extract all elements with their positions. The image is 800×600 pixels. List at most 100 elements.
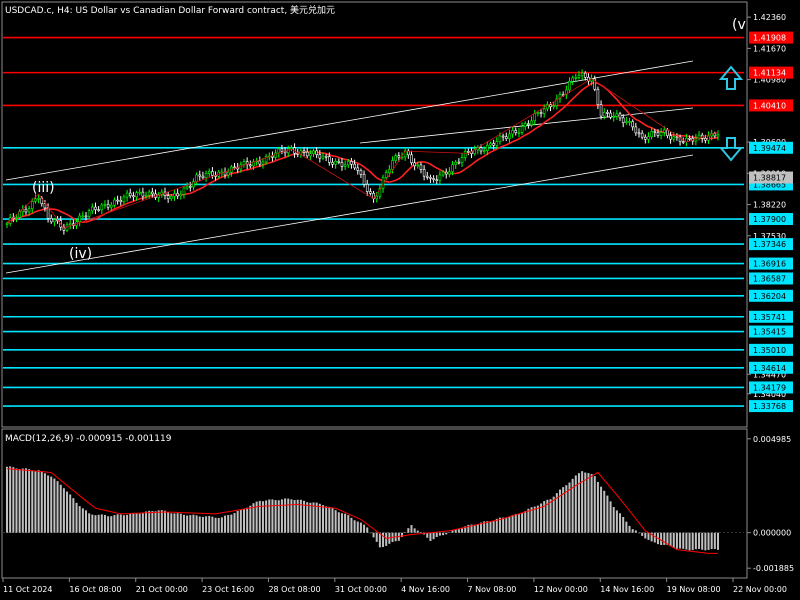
price-tag <box>749 171 793 184</box>
macd-bar <box>261 501 264 533</box>
price-tag-label: 1.36916 <box>753 260 786 269</box>
candle-body <box>634 126 638 134</box>
macd-bar <box>167 512 170 533</box>
channel-line[interactable] <box>5 154 694 274</box>
candle-body <box>467 151 470 153</box>
macd-bar <box>710 532 713 550</box>
macd-bar <box>685 532 688 550</box>
macd-bar <box>347 515 350 533</box>
macd-bar <box>691 532 694 551</box>
macd-bar <box>170 513 173 533</box>
candle-body <box>81 215 85 218</box>
price-tag <box>749 141 793 154</box>
macd-bar <box>252 503 255 533</box>
candle-body <box>324 155 328 158</box>
price-pane[interactable] <box>1 1 748 428</box>
macd-bar <box>445 532 448 535</box>
macd-bar <box>337 512 340 533</box>
time-tick-label: 14 Nov 16:00 <box>600 585 654 594</box>
macd-bar <box>227 515 230 533</box>
macd-bar <box>97 514 100 533</box>
candle-body <box>318 154 322 159</box>
channel-line[interactable] <box>5 60 694 181</box>
candle-body <box>571 77 574 82</box>
time-tick-label: 31 Oct 00:00 <box>335 585 387 594</box>
candle-body <box>353 163 356 169</box>
candle-body <box>192 181 195 188</box>
macd-bar <box>28 469 31 533</box>
price-tag <box>749 272 793 285</box>
macd-tick-label: 0.000000 <box>753 529 791 538</box>
macd-bar <box>59 484 62 533</box>
candle-body <box>305 151 309 157</box>
candle-body <box>286 148 290 154</box>
macd-bar <box>653 532 656 543</box>
candles <box>5 69 720 235</box>
candle-body <box>625 121 628 124</box>
macd-bar <box>151 511 154 533</box>
candle-body <box>362 174 366 185</box>
macd-bar <box>562 487 565 533</box>
time-tick-label: 21 Oct 00:00 <box>136 585 188 594</box>
macd-bar <box>675 532 678 549</box>
price-tag <box>749 213 793 226</box>
candle-body <box>650 131 653 137</box>
candle-body <box>558 94 562 100</box>
macd-bar <box>707 532 710 550</box>
candle-body <box>5 223 9 225</box>
macd-bar <box>359 522 362 533</box>
macd-bar <box>694 532 697 550</box>
macd-bar <box>552 496 555 533</box>
macd-bar <box>325 506 328 533</box>
macd-bar <box>72 498 75 533</box>
signal-line <box>6 468 718 554</box>
macd-bar <box>530 507 533 533</box>
candle-body <box>479 147 483 152</box>
macd-bar <box>609 501 612 533</box>
macd-bar <box>312 502 315 533</box>
macd-bar <box>116 514 119 533</box>
macd-bar <box>634 530 637 533</box>
candle-body <box>207 171 211 174</box>
candle-body <box>343 164 347 167</box>
candle-body <box>429 177 432 179</box>
macd-bar <box>404 532 407 533</box>
price-tag <box>749 381 793 394</box>
price-tag-label: 1.38665 <box>753 180 786 189</box>
candle-body <box>280 148 284 152</box>
macd-bar <box>568 482 571 533</box>
candle-body <box>299 150 303 155</box>
macd-bar <box>236 510 239 533</box>
candle-body <box>211 171 214 176</box>
macd-tick-label: -0.001885 <box>753 564 794 573</box>
candle-body <box>631 121 634 128</box>
macd-bar <box>401 532 403 538</box>
macd-bar <box>540 503 543 533</box>
candle-body <box>258 160 262 165</box>
macd-bar <box>135 513 138 533</box>
macd-bar <box>287 498 290 533</box>
macd-bar <box>331 507 334 533</box>
candle-body <box>704 137 707 141</box>
macd-title: MACD(12,26,9) -0.000915 -0.001119 <box>5 434 172 444</box>
macd-bar <box>650 532 653 542</box>
macd-bar <box>593 476 596 533</box>
macd-bar <box>571 478 574 533</box>
macd-bar <box>426 532 429 538</box>
macd-bar <box>88 513 91 533</box>
macd-bar <box>369 532 372 534</box>
macd-pane[interactable] <box>1 428 748 579</box>
macd-bar <box>660 532 663 546</box>
candle-body <box>593 78 597 90</box>
macd-bar <box>413 528 416 533</box>
candle-body <box>662 129 666 133</box>
macd-bar <box>350 517 353 533</box>
macd-bar <box>148 510 151 533</box>
macd-bar <box>154 511 157 533</box>
macd-bar <box>318 503 321 533</box>
price-tag <box>749 238 793 251</box>
macd-bar <box>62 488 65 533</box>
macd-bar <box>511 514 514 533</box>
macd-bar <box>239 509 242 533</box>
